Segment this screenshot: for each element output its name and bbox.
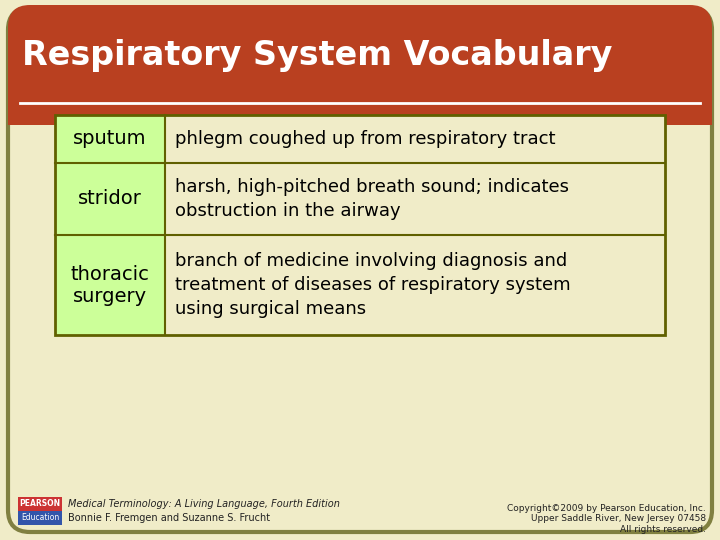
Text: phlegm coughed up from respiratory tract: phlegm coughed up from respiratory tract — [175, 130, 556, 148]
FancyBboxPatch shape — [8, 5, 712, 125]
Text: Education: Education — [21, 514, 59, 523]
Bar — [55, 115, 165, 163]
Text: Respiratory System Vocabulary: Respiratory System Vocabulary — [22, 38, 613, 71]
Text: branch of medicine involving diagnosis and
treatment of diseases of respiratory : branch of medicine involving diagnosis a… — [175, 252, 571, 318]
Text: Bonnie F. Fremgen and Suzanne S. Frucht: Bonnie F. Fremgen and Suzanne S. Frucht — [68, 513, 270, 523]
Bar — [8, 30, 712, 125]
Text: thoracic
surgery: thoracic surgery — [71, 265, 150, 306]
Text: Copyright©2009 by Pearson Education, Inc.
Upper Saddle River, New Jersey 07458
A: Copyright©2009 by Pearson Education, Inc… — [508, 504, 706, 534]
Text: sputum: sputum — [73, 130, 147, 148]
Bar — [18, 511, 62, 525]
Bar — [55, 115, 665, 335]
Bar — [55, 235, 165, 335]
Bar — [18, 497, 62, 511]
Text: stridor: stridor — [78, 190, 142, 208]
Text: harsh, high-pitched breath sound; indicates
obstruction in the airway: harsh, high-pitched breath sound; indica… — [175, 178, 569, 220]
Text: PEARSON: PEARSON — [19, 500, 60, 509]
Text: Medical Terminology: A Living Language, Fourth Edition: Medical Terminology: A Living Language, … — [68, 499, 340, 509]
FancyBboxPatch shape — [8, 8, 712, 532]
Bar — [55, 163, 165, 235]
Bar — [55, 115, 665, 335]
